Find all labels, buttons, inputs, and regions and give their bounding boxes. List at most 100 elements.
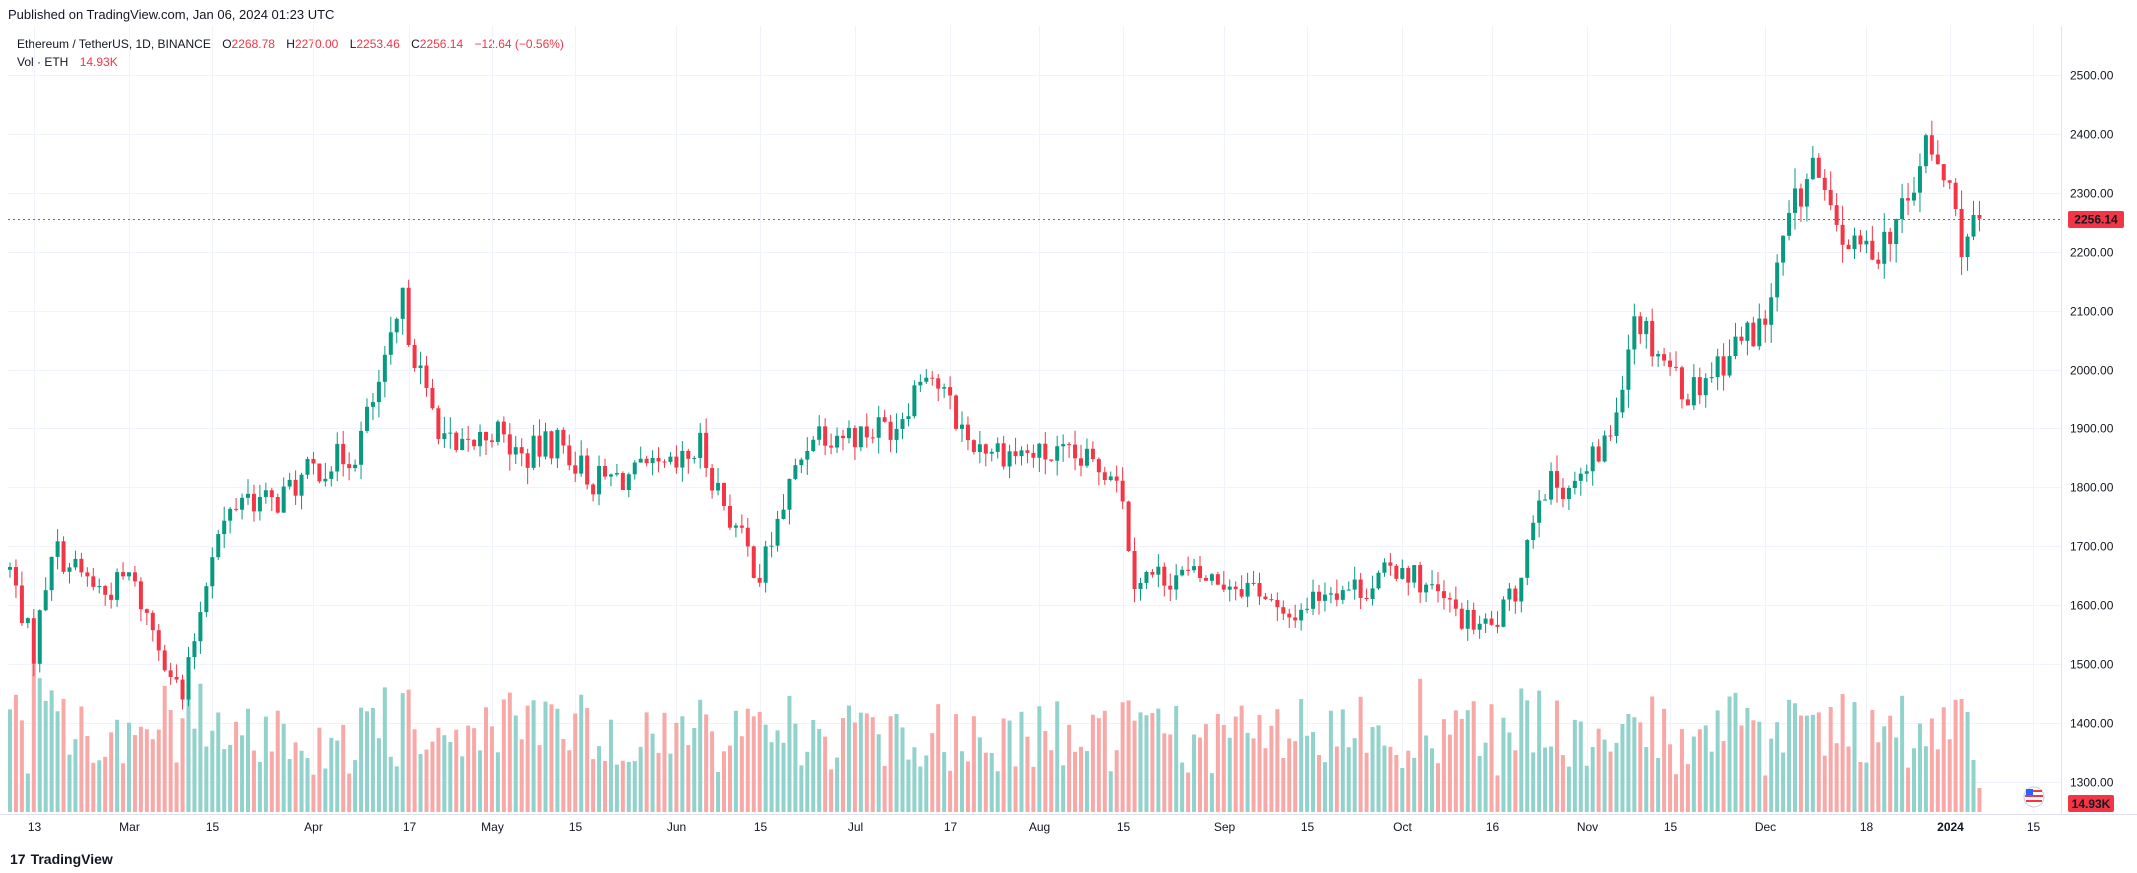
volume-bar	[930, 733, 935, 812]
candle-body	[638, 458, 643, 463]
candle-body	[799, 459, 804, 466]
symbol-title[interactable]: Ethereum / TetherUS, 1D, BINANCE	[17, 37, 211, 51]
candle-body	[1685, 399, 1690, 406]
volume-bar	[1852, 702, 1857, 812]
volume-label[interactable]: Vol · ETH	[17, 55, 69, 69]
footer-branding[interactable]: 17 TradingView	[10, 851, 113, 867]
price-axis[interactable]: 2500.00 2400.00 2300.00 2200.00 2100.00 2000.…	[2070, 69, 2114, 790]
candle-body	[1287, 613, 1292, 618]
candle-body	[323, 478, 328, 482]
volume-bar	[948, 770, 953, 812]
candle-body	[805, 450, 810, 460]
candle-body	[1828, 189, 1833, 206]
open-value: 2268.78	[231, 37, 275, 51]
candle-body	[1638, 316, 1643, 335]
candle-body	[614, 473, 619, 475]
volume-bar	[1328, 710, 1333, 812]
candle-body	[1209, 574, 1214, 581]
volume-bar	[1882, 726, 1887, 812]
volume-bar	[1751, 720, 1756, 812]
candle-body	[1727, 356, 1732, 376]
candle-body	[1906, 198, 1911, 201]
volume-badge-bg	[2068, 795, 2114, 812]
x-tick-label: May	[481, 820, 504, 834]
volume-bar	[1923, 746, 1928, 812]
close-value: 2256.14	[419, 37, 464, 51]
time-axis[interactable]: 13 Mar 15 Apr 17 May 15 Jun 15 Jul 17 Aug 15 Sep 15 Oct…	[28, 820, 2041, 834]
low-label: L	[349, 37, 357, 51]
volume-bar	[1430, 748, 1435, 812]
volume-bar	[585, 708, 590, 812]
candle-body	[1947, 180, 1952, 183]
candle-body	[906, 416, 911, 420]
candle-body	[1406, 567, 1411, 583]
volume-bar	[1388, 746, 1393, 812]
candle-body	[1691, 377, 1696, 406]
volume-bar	[1352, 738, 1357, 812]
last-price-badge-text: 2256.14	[2074, 213, 2118, 227]
volume-bar	[8, 709, 12, 812]
candle-body	[525, 453, 530, 468]
candle-body	[150, 612, 155, 631]
volume-bar	[43, 700, 48, 812]
candle-body	[43, 590, 48, 611]
x-tick-label: Nov	[1577, 820, 1598, 834]
candle-body	[1572, 480, 1577, 488]
candle-body	[989, 451, 994, 454]
volume-bar	[246, 708, 250, 812]
candle-body	[73, 558, 78, 568]
volume-bar	[495, 752, 500, 812]
candle-body	[1721, 356, 1726, 376]
volume-bar	[989, 753, 994, 812]
volume-bar	[1293, 741, 1298, 812]
volume-bar	[1358, 696, 1363, 812]
volume-bar	[418, 754, 423, 812]
volume-bar	[864, 713, 869, 812]
volume-bar	[971, 716, 976, 812]
volume-bar	[198, 683, 203, 812]
volume-bar	[460, 756, 465, 812]
candle-body	[876, 417, 881, 438]
candle-body	[674, 456, 679, 468]
tradingview-logo-icon: 17	[10, 851, 26, 867]
candle-body	[936, 378, 941, 389]
candle-body	[25, 618, 30, 624]
candle-body	[1239, 589, 1244, 597]
volume-bar	[400, 693, 405, 812]
volume-bar	[287, 759, 292, 812]
volume-bar	[1745, 707, 1750, 812]
volume-bar	[85, 736, 90, 812]
volume-bar	[549, 704, 554, 812]
volume-bar	[912, 747, 917, 812]
candle-body	[716, 482, 721, 491]
candle-body	[353, 464, 358, 469]
volume-bar	[150, 739, 155, 812]
volume-bar	[710, 731, 715, 812]
volume-bar	[1418, 678, 1423, 812]
volume-bar	[1822, 755, 1827, 812]
volume-bar	[1275, 709, 1280, 812]
candle-body	[1959, 208, 1964, 258]
candle-body	[811, 439, 816, 451]
volume-bar	[829, 769, 834, 812]
volume-bar	[1632, 717, 1637, 812]
y-tick-label: 1800.00	[2070, 481, 2114, 495]
volume-bar	[109, 732, 114, 812]
us-flag-stripe-2	[2025, 795, 2043, 797]
candle-body	[1644, 320, 1649, 335]
volume-bar	[1935, 749, 1940, 812]
candle-body	[846, 427, 851, 439]
candle-body	[1447, 598, 1452, 600]
volume-bar	[1245, 732, 1250, 812]
candle-body	[466, 438, 471, 440]
candle-body	[19, 585, 24, 624]
candle-body	[1328, 593, 1333, 595]
volume-bar	[650, 733, 655, 812]
x-tick-label: 2024	[1937, 820, 1964, 834]
candle-body	[1941, 164, 1946, 181]
us-flag-icon[interactable]	[2023, 786, 2045, 808]
volume-bar	[513, 715, 518, 812]
volume-bar	[1209, 773, 1214, 812]
volume-bar	[525, 705, 530, 812]
